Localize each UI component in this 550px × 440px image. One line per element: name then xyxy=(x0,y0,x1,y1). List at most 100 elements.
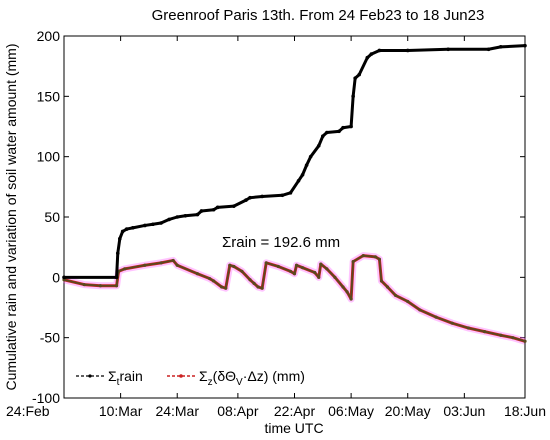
soil-series-point xyxy=(264,261,268,265)
y-tick-label: -50 xyxy=(40,330,60,346)
soil-series-point xyxy=(220,285,224,289)
rain-series-point xyxy=(365,55,370,60)
rain-series-point xyxy=(300,172,305,177)
rain-series-point xyxy=(405,48,410,53)
rain-series-point xyxy=(341,125,345,130)
legend-rain-text: rain xyxy=(119,368,142,384)
soil-series-point xyxy=(248,278,252,282)
svg-text:Σtrain: Σtrain xyxy=(108,368,143,388)
x-tick-label: 22:Apr xyxy=(274,403,316,419)
rain-series-point xyxy=(308,154,313,159)
soil-series-point xyxy=(349,297,353,301)
soil-series-point xyxy=(228,263,232,267)
soil-series-point xyxy=(319,262,323,266)
rain-series-point xyxy=(486,47,491,52)
soil-series-point xyxy=(232,264,236,269)
soil-series-point xyxy=(466,326,470,330)
rain-series-point xyxy=(349,124,353,129)
soil-series-point xyxy=(317,275,321,279)
soil-series-point xyxy=(212,279,216,283)
soil-series-line-red xyxy=(63,254,526,343)
soil-series-point xyxy=(418,308,422,312)
rain-series-point xyxy=(199,209,204,213)
soil-series-point xyxy=(345,290,349,294)
rain-series-point xyxy=(130,226,135,230)
legend: Σtrain Σz(δΘV·Δz) (mm) xyxy=(76,368,305,388)
y-tick-label: 200 xyxy=(37,28,61,44)
legend-item-rain: Σtrain xyxy=(76,368,143,388)
soil-series-point xyxy=(114,284,119,288)
rain-series-point xyxy=(62,275,66,280)
rain-series-point xyxy=(523,43,527,48)
rain-series-point xyxy=(304,163,309,167)
rain-series-point xyxy=(114,275,119,280)
series-layer xyxy=(62,43,527,345)
soil-series-point xyxy=(351,260,355,264)
rain-series-point xyxy=(159,221,163,225)
y-tick-label: 50 xyxy=(44,209,60,225)
rain-series-point xyxy=(296,179,301,183)
x-tick-label: 24:Feb xyxy=(6,403,50,419)
y-axis-label: Cumulative rain and variation of soil wa… xyxy=(3,43,19,390)
soil-series-point xyxy=(207,276,212,281)
rain-series-point xyxy=(369,52,374,56)
soil-series-point xyxy=(300,266,305,270)
soil-series-point xyxy=(377,257,382,261)
rain-series-point xyxy=(175,215,180,219)
x-tick-label: 10:Mar xyxy=(99,403,143,419)
legend-item-soil: Σz(δΘV·Δz) (mm) xyxy=(167,368,305,388)
soil-series-point xyxy=(82,282,86,287)
soil-series-point xyxy=(450,321,454,325)
rain-series-point xyxy=(498,45,503,49)
soil-series-point xyxy=(252,281,256,285)
rain-series-point xyxy=(248,195,252,200)
rain-series-point xyxy=(211,207,216,212)
x-tick-label: 24:Mar xyxy=(155,403,199,419)
rain-series-point xyxy=(316,144,321,148)
soil-series-point xyxy=(143,263,147,267)
y-tick-label: 0 xyxy=(52,269,60,285)
soil-series-point xyxy=(325,267,329,271)
soil-series-point xyxy=(159,261,163,265)
soil-series-point xyxy=(341,285,345,289)
x-axis-label: time UTC xyxy=(264,420,323,436)
rain-series-point xyxy=(115,251,120,255)
soil-series-point xyxy=(333,275,337,279)
chart-title: Greenroof Paris 13th. From 24 Feb23 to 1… xyxy=(152,7,485,24)
soil-series-point xyxy=(379,279,384,283)
legend-soil-sub2: V xyxy=(236,377,243,388)
legend-rain-sub: t xyxy=(117,377,120,388)
rain-series-point xyxy=(143,223,147,228)
soil-series-point xyxy=(434,315,438,319)
legend-rain-symbol: Σ xyxy=(108,368,117,384)
rain-series-point xyxy=(260,194,264,199)
soil-series-point xyxy=(123,267,127,271)
soil-series-point xyxy=(224,286,228,290)
x-tick-label: 03:Jun xyxy=(443,403,485,419)
legend-soil-text2: ·Δz) (mm) xyxy=(243,368,305,384)
x-tick-label: 08:Apr xyxy=(217,403,259,419)
soil-series-point xyxy=(523,339,527,343)
legend-soil-text: (δΘ xyxy=(213,368,236,384)
rain-series-point xyxy=(244,198,248,202)
rain-series-point xyxy=(325,130,329,135)
rain-series-point xyxy=(288,191,293,195)
rain-series-point xyxy=(280,193,285,198)
soil-series-point xyxy=(195,272,200,276)
soil-series-point xyxy=(313,270,317,275)
soil-series-point xyxy=(385,285,390,289)
x-tick-label: 06:May xyxy=(328,403,374,419)
soil-series-point xyxy=(393,293,398,298)
soil-series-point xyxy=(62,278,66,282)
legend-soil-sub: z xyxy=(208,377,213,388)
svg-text:Σz(δΘV·Δz) (mm): Σz(δΘV·Δz) (mm) xyxy=(199,368,305,388)
rain-series-point xyxy=(195,212,200,217)
soil-series-point xyxy=(288,269,293,273)
rain-total-annotation: Σrain = 192.6 mm xyxy=(222,234,340,251)
rain-series-point xyxy=(183,213,188,218)
soil-series-point xyxy=(406,299,410,304)
y-tick-label: 100 xyxy=(37,149,61,165)
rain-series-point xyxy=(232,204,236,208)
soil-series-point xyxy=(171,258,175,263)
